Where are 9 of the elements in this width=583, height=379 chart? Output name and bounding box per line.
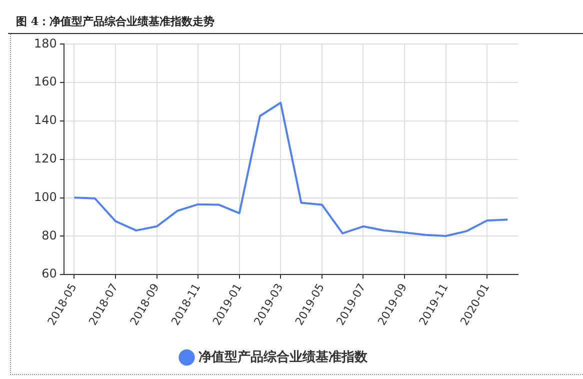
chart-title: 图 4：净值型产品综合业绩基准指数走势 [8, 8, 583, 34]
legend-label: 净值型产品综合业绩基准指数 [198, 348, 368, 365]
y-tick-label: 140 [34, 113, 57, 128]
y-tick-label: 80 [42, 228, 57, 242]
y-tick-label: 120 [34, 152, 57, 166]
y-tick-label: 160 [34, 74, 57, 89]
y-tick-label: 100 [34, 190, 57, 204]
y-tick-label: 60 [42, 266, 57, 281]
y-tick-label: 180 [34, 36, 57, 50]
